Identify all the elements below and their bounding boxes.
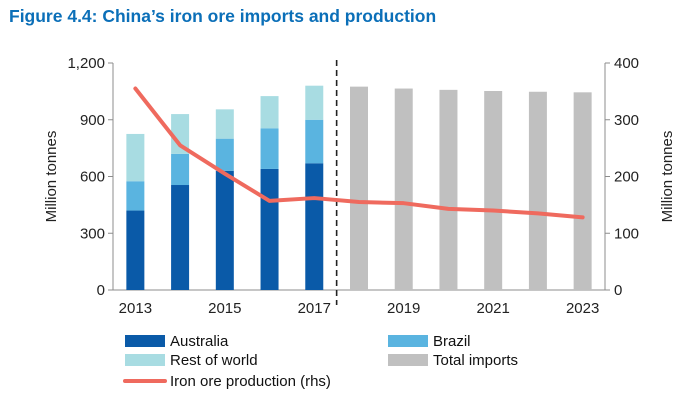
- y-tick-label-right: 0: [614, 282, 622, 299]
- y-axis-title-left: Million tonnes: [43, 131, 60, 223]
- chart-ticks: 0 300 600 900 1,200 0 100 200 300 400 Million tonn…: [43, 55, 676, 317]
- y-tick-label-right: 100: [614, 225, 639, 242]
- legend-label-australia: Australia: [170, 333, 229, 350]
- bar-total-imports: [350, 86, 368, 290]
- bar-australia: [171, 185, 190, 290]
- legend-swatch-total-imports: [388, 354, 428, 366]
- y-tick-label-left: 600: [80, 169, 105, 186]
- bar-brazil: [126, 181, 145, 211]
- y-tick-label-left: 0: [97, 282, 105, 299]
- x-tick-label: 2017: [298, 300, 331, 317]
- chart-title: Figure 4.4: China’s iron ore imports and…: [9, 6, 437, 26]
- legend-swatch-brazil: [388, 335, 428, 347]
- legend-swatch-rest-of-world: [125, 354, 165, 366]
- y-tick-label-right: 300: [614, 112, 639, 129]
- line-iron-ore-production: [133, 86, 585, 220]
- bar-total-imports: [484, 90, 503, 290]
- bar-australia: [126, 210, 145, 290]
- bar-australia: [305, 163, 324, 290]
- bar-australia: [215, 170, 234, 290]
- x-tick-label: 2015: [208, 300, 241, 317]
- bar-brazil: [215, 138, 234, 171]
- legend-label-rest-of-world: Rest of world: [170, 352, 258, 369]
- bar-total-imports: [394, 88, 413, 290]
- bar-brazil: [260, 128, 279, 169]
- bar-rest-of-world: [260, 96, 279, 129]
- y-tick-label-left: 1,200: [67, 55, 105, 72]
- y-tick-label-right: 400: [614, 55, 639, 72]
- x-tick-label: 2019: [387, 300, 420, 317]
- bar-rest-of-world: [305, 85, 324, 120]
- y-axis-title-right: Million tonnes: [659, 131, 676, 223]
- bar-total-imports: [528, 91, 547, 291]
- bar-rest-of-world: [126, 133, 145, 182]
- bar-rest-of-world: [215, 109, 234, 139]
- x-tick-label: 2013: [119, 300, 152, 317]
- bar-australia: [260, 168, 279, 290]
- bar-total-imports: [439, 89, 458, 290]
- y-tick-label-left: 300: [80, 225, 105, 242]
- x-tick-label: 2023: [566, 300, 599, 317]
- bar-rest-of-world: [171, 114, 190, 154]
- chart-bars: [126, 85, 592, 291]
- x-tick-label: 2021: [476, 300, 509, 317]
- chart-line: [133, 86, 585, 220]
- y-tick-label-left: 900: [80, 112, 105, 129]
- legend-label-iron-ore-production-rhs: Iron ore production (rhs): [170, 373, 331, 390]
- bar-total-imports: [573, 92, 592, 290]
- y-tick-label-right: 200: [614, 169, 639, 186]
- legend-swatch-australia: [125, 335, 165, 347]
- legend-label-brazil: Brazil: [433, 333, 471, 350]
- bar-brazil: [171, 153, 190, 186]
- bar-brazil: [305, 119, 324, 164]
- chart-legend: Australia Brazil Rest of world Total import…: [123, 333, 518, 390]
- legend-label-total-imports: Total imports: [433, 352, 518, 369]
